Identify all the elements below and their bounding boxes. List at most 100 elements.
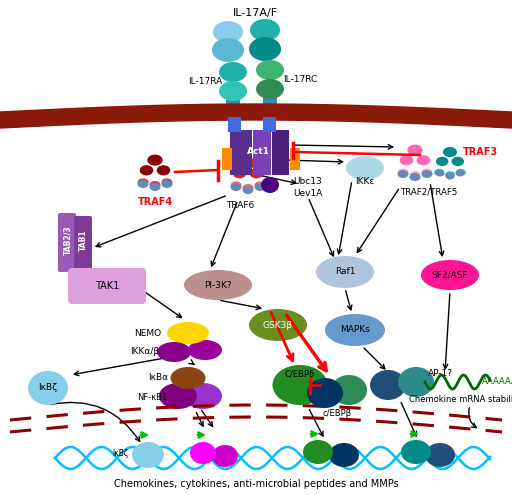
Text: AAAAAAA: AAAAAAA	[482, 378, 512, 387]
Text: AP-1?: AP-1?	[428, 369, 453, 379]
Ellipse shape	[132, 442, 164, 468]
Ellipse shape	[188, 340, 222, 360]
Ellipse shape	[436, 169, 444, 177]
Text: IL-17RC: IL-17RC	[283, 76, 317, 85]
Ellipse shape	[456, 169, 464, 177]
Ellipse shape	[307, 378, 343, 408]
Text: Raf1: Raf1	[335, 267, 355, 277]
Ellipse shape	[456, 169, 466, 176]
Ellipse shape	[254, 183, 266, 191]
Ellipse shape	[417, 155, 430, 165]
Ellipse shape	[150, 181, 161, 189]
Ellipse shape	[421, 168, 433, 176]
Ellipse shape	[219, 62, 247, 82]
Ellipse shape	[331, 375, 367, 405]
Ellipse shape	[421, 170, 433, 178]
Ellipse shape	[410, 173, 420, 181]
Ellipse shape	[232, 168, 246, 178]
Text: TRAF2/TRAF5: TRAF2/TRAF5	[401, 188, 459, 197]
Ellipse shape	[167, 322, 209, 344]
Ellipse shape	[138, 178, 148, 186]
Ellipse shape	[410, 171, 420, 179]
Text: TRAF3: TRAF3	[462, 147, 498, 157]
Text: Chemokines, cytokines, anti-microbial peptides and MMPs: Chemokines, cytokines, anti-microbial pe…	[114, 479, 398, 489]
Text: TAK1: TAK1	[95, 281, 119, 291]
Ellipse shape	[243, 186, 253, 194]
Bar	[226, 95, 240, 117]
Bar	[290, 148, 300, 170]
Ellipse shape	[325, 314, 385, 346]
Ellipse shape	[445, 172, 455, 180]
Text: GSK3β: GSK3β	[263, 320, 293, 330]
Ellipse shape	[436, 157, 449, 166]
Ellipse shape	[303, 440, 333, 464]
Bar	[263, 95, 277, 117]
Ellipse shape	[397, 170, 409, 178]
Text: Uev1A: Uev1A	[293, 189, 323, 198]
Ellipse shape	[161, 178, 173, 186]
Ellipse shape	[329, 443, 359, 467]
Ellipse shape	[272, 365, 328, 405]
Ellipse shape	[219, 81, 247, 101]
Text: NF-κB1: NF-κB1	[137, 394, 167, 402]
Ellipse shape	[230, 181, 242, 189]
Ellipse shape	[400, 155, 413, 165]
Ellipse shape	[254, 181, 265, 189]
Bar	[272, 130, 289, 175]
Ellipse shape	[434, 169, 444, 176]
Ellipse shape	[421, 260, 479, 290]
Ellipse shape	[147, 154, 163, 166]
Ellipse shape	[425, 443, 455, 467]
Text: TRAF6: TRAF6	[226, 200, 254, 209]
Ellipse shape	[184, 383, 222, 409]
Ellipse shape	[190, 442, 216, 464]
Ellipse shape	[250, 168, 263, 178]
Bar	[230, 130, 252, 175]
Ellipse shape	[157, 165, 170, 175]
Ellipse shape	[243, 184, 253, 192]
Text: IκBζ: IκBζ	[38, 384, 57, 393]
Text: TRAF4: TRAF4	[137, 197, 173, 207]
Ellipse shape	[212, 445, 238, 467]
Ellipse shape	[140, 165, 153, 175]
Ellipse shape	[150, 183, 160, 191]
Ellipse shape	[316, 256, 374, 288]
Ellipse shape	[138, 180, 148, 188]
Ellipse shape	[452, 157, 464, 166]
FancyBboxPatch shape	[74, 216, 92, 270]
Ellipse shape	[408, 145, 422, 155]
Text: c/EBPβ: c/EBPβ	[323, 408, 352, 417]
Text: Ubc13: Ubc13	[293, 178, 323, 187]
Text: C/EBPδ: C/EBPδ	[285, 369, 315, 379]
Ellipse shape	[28, 371, 68, 405]
FancyBboxPatch shape	[68, 268, 146, 304]
Ellipse shape	[261, 177, 279, 193]
Ellipse shape	[443, 147, 457, 157]
Ellipse shape	[398, 367, 434, 397]
Ellipse shape	[370, 370, 406, 400]
Ellipse shape	[212, 38, 244, 62]
Ellipse shape	[445, 171, 455, 178]
Text: NEMO: NEMO	[135, 329, 162, 338]
Text: Act1: Act1	[246, 148, 269, 156]
Ellipse shape	[401, 440, 431, 464]
Text: Chemokine mRNA stability: Chemokine mRNA stability	[409, 396, 512, 404]
Ellipse shape	[159, 383, 197, 409]
Bar	[263, 117, 276, 132]
Bar	[228, 117, 241, 132]
Ellipse shape	[161, 180, 173, 188]
Text: IL-17RA: IL-17RA	[188, 78, 222, 87]
Ellipse shape	[240, 157, 255, 169]
Text: IKKα/β: IKKα/β	[131, 347, 160, 356]
Bar	[222, 148, 232, 170]
Text: TAB2/3: TAB2/3	[63, 225, 73, 255]
Text: MAPKs: MAPKs	[340, 326, 370, 335]
Text: IκBζ: IκBζ	[112, 449, 128, 458]
Ellipse shape	[213, 21, 243, 43]
FancyBboxPatch shape	[58, 213, 76, 272]
Ellipse shape	[398, 168, 409, 176]
Text: IKKε: IKKε	[355, 178, 375, 187]
Ellipse shape	[249, 309, 307, 341]
Bar	[253, 130, 271, 175]
Text: IκBα: IκBα	[148, 373, 168, 382]
